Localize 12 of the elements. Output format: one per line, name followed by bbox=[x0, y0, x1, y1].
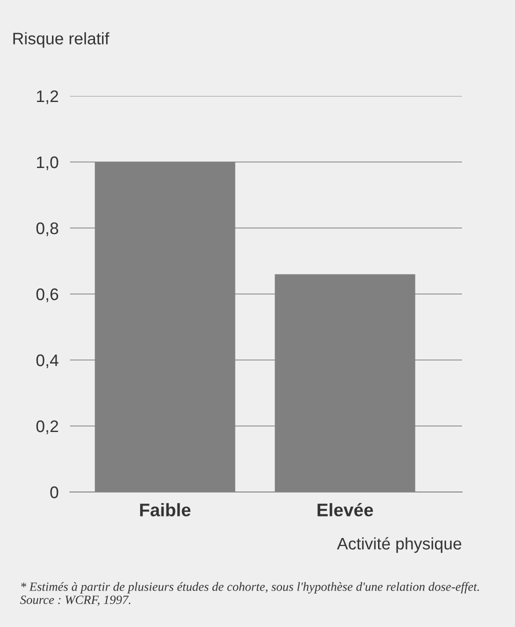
y-tick-label: 0,6 bbox=[36, 288, 58, 302]
x-tick-label: Faible bbox=[140, 503, 191, 516]
y-tick-label: 0,8 bbox=[36, 222, 58, 236]
y-axis-title: Risque relatif bbox=[13, 32, 110, 48]
y-tick-label: 1,2 bbox=[36, 90, 58, 104]
x-axis-title: Activité physique bbox=[336, 537, 462, 553]
y-tick-label: 1,0 bbox=[36, 156, 58, 170]
y-tick-label: 0 bbox=[50, 486, 58, 498]
text: * Estimés à partir de plusieurs études de cohorte, sous l'hypothèse d'une relation dose-effet. Source : WCRF, 1997. bbox=[20, 582, 479, 606]
y-tick-label: 0,2 bbox=[36, 420, 58, 434]
y-tick-label: 0,4 bbox=[36, 354, 58, 368]
x-tick-label: Elevée bbox=[318, 502, 374, 516]
